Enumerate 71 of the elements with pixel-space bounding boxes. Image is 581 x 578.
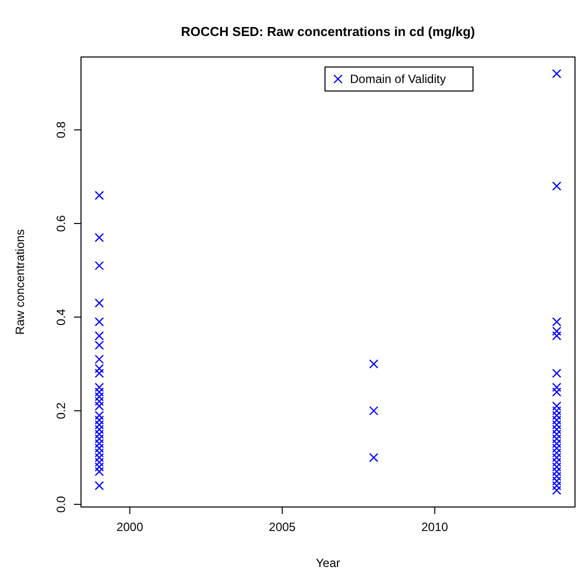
point (552, 410, 562, 420)
y-tick-label: 0.2 (54, 402, 68, 420)
point (94, 382, 104, 392)
point (94, 368, 104, 378)
point (94, 448, 104, 458)
x-tick-label: 2000 (116, 520, 144, 534)
point (552, 481, 562, 490)
point (552, 444, 562, 453)
y-tick-label: 0.0 (54, 496, 68, 513)
y-tick-label: 0.8 (54, 121, 68, 138)
point (552, 448, 562, 458)
point (552, 382, 562, 392)
point (552, 424, 562, 434)
point (552, 438, 562, 448)
point (552, 181, 562, 191)
point (552, 472, 562, 481)
point (552, 458, 562, 467)
y-axis-title: Raw concentrations (13, 229, 27, 335)
point (94, 410, 104, 420)
point (94, 232, 104, 242)
y-tick-label: 0.4 (54, 308, 68, 326)
legend-label: Domain of Validity (350, 72, 446, 86)
point (369, 452, 378, 462)
point (552, 401, 562, 411)
point (94, 420, 104, 430)
point (552, 387, 562, 397)
point (94, 481, 104, 490)
point (552, 462, 562, 472)
point (94, 401, 104, 411)
x-tick-label: 2010 (421, 520, 448, 534)
point (94, 434, 104, 444)
point (552, 69, 562, 78)
point (94, 458, 104, 467)
point (369, 359, 378, 369)
point (94, 387, 104, 397)
point (94, 416, 104, 425)
point (94, 392, 104, 402)
point (552, 416, 562, 425)
point (94, 331, 104, 340)
point (552, 317, 562, 326)
chart-title: ROCCH SED: Raw concentrations in cd (mg/kg) (181, 24, 475, 39)
point (552, 452, 562, 462)
point (552, 486, 562, 495)
point (94, 354, 104, 364)
point (94, 190, 104, 200)
point (94, 364, 104, 374)
point (552, 420, 562, 430)
point (94, 467, 104, 476)
point (369, 406, 378, 416)
point (94, 396, 104, 406)
point (94, 444, 104, 453)
y-tick-label: 0.6 (54, 214, 68, 232)
point (552, 368, 562, 378)
point (552, 331, 562, 340)
x-axis-title: Year (316, 556, 340, 570)
point (94, 462, 104, 472)
point (94, 424, 104, 434)
point (552, 476, 562, 486)
point (552, 434, 562, 444)
point (94, 298, 104, 308)
point (552, 467, 562, 476)
point (552, 406, 562, 416)
point (552, 430, 562, 439)
point (94, 452, 104, 462)
point (94, 340, 104, 350)
point (94, 430, 104, 439)
point (94, 438, 104, 448)
point (94, 317, 104, 326)
point (94, 261, 104, 270)
x-tick-label: 2005 (268, 520, 296, 534)
point (552, 326, 562, 336)
